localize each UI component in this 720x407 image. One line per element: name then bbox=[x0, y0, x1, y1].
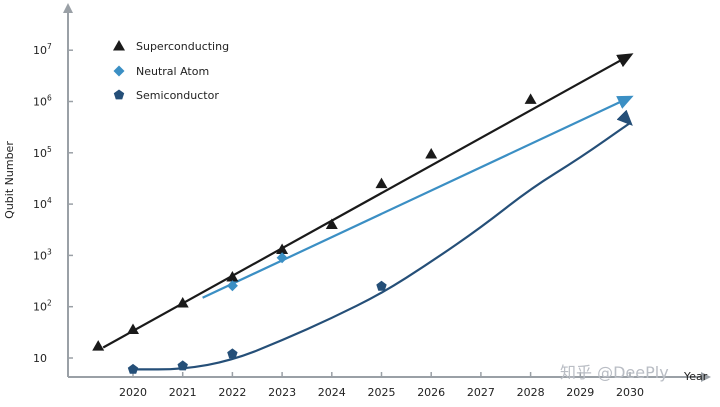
x-tick-label: 2023 bbox=[268, 386, 296, 399]
x-tick-label: 2021 bbox=[169, 386, 197, 399]
y-tick-label: 106 bbox=[33, 94, 52, 109]
x-tick-label: 2024 bbox=[318, 386, 346, 399]
y-tick-label: 107 bbox=[33, 42, 52, 57]
legend-label-neutral-atom: Neutral Atom bbox=[136, 65, 209, 78]
data-point-superconducting bbox=[92, 340, 105, 351]
x-tick-label: 2026 bbox=[417, 386, 445, 399]
legend-marker-neutral-atom bbox=[113, 65, 125, 77]
watermark: 知乎 @DeePly bbox=[560, 363, 669, 382]
y-axis-title: Qubit Number bbox=[3, 141, 16, 219]
y-tick-label: 104 bbox=[33, 196, 52, 211]
data-point-semiconductor bbox=[376, 280, 387, 291]
legend-label-superconducting: Superconducting bbox=[136, 40, 229, 53]
data-point-superconducting bbox=[226, 270, 239, 282]
data-point-semiconductor bbox=[127, 363, 139, 374]
data-point-neutral-atom bbox=[276, 252, 288, 264]
legend-label-semiconductor: Semiconductor bbox=[136, 89, 219, 102]
data-point-superconducting bbox=[375, 177, 388, 189]
y-tick-label: 10 bbox=[33, 352, 47, 365]
data-point-superconducting bbox=[127, 323, 139, 334]
data-point-superconducting bbox=[325, 218, 338, 230]
data-point-superconducting bbox=[524, 93, 537, 104]
x-tick-label: 2028 bbox=[517, 386, 545, 399]
data-point-superconducting bbox=[276, 243, 289, 255]
legend-marker-superconducting bbox=[113, 40, 125, 51]
x-axis-title: Year bbox=[683, 370, 708, 383]
data-point-semiconductor bbox=[227, 348, 238, 359]
x-tick-label: 2029 bbox=[566, 386, 594, 399]
data-point-superconducting bbox=[425, 147, 438, 159]
trend-line-semiconductor bbox=[132, 110, 634, 371]
trend-line-superconducting bbox=[102, 53, 634, 349]
data-point-superconducting bbox=[176, 297, 189, 308]
x-tick-label: 2027 bbox=[467, 386, 495, 399]
trend-line-neutral-atom bbox=[202, 95, 634, 299]
y-tick-label: 105 bbox=[33, 145, 52, 160]
x-tick-label: 2022 bbox=[218, 386, 246, 399]
x-tick-label: 2030 bbox=[616, 386, 644, 399]
y-tick-label: 102 bbox=[33, 299, 52, 314]
data-point-neutral-atom bbox=[226, 280, 238, 292]
x-tick-label: 2020 bbox=[119, 386, 147, 399]
x-tick-label: 2025 bbox=[368, 386, 396, 399]
y-tick-label: 103 bbox=[33, 247, 52, 262]
legend-marker-semiconductor bbox=[113, 89, 125, 100]
data-point-semiconductor bbox=[177, 360, 188, 371]
